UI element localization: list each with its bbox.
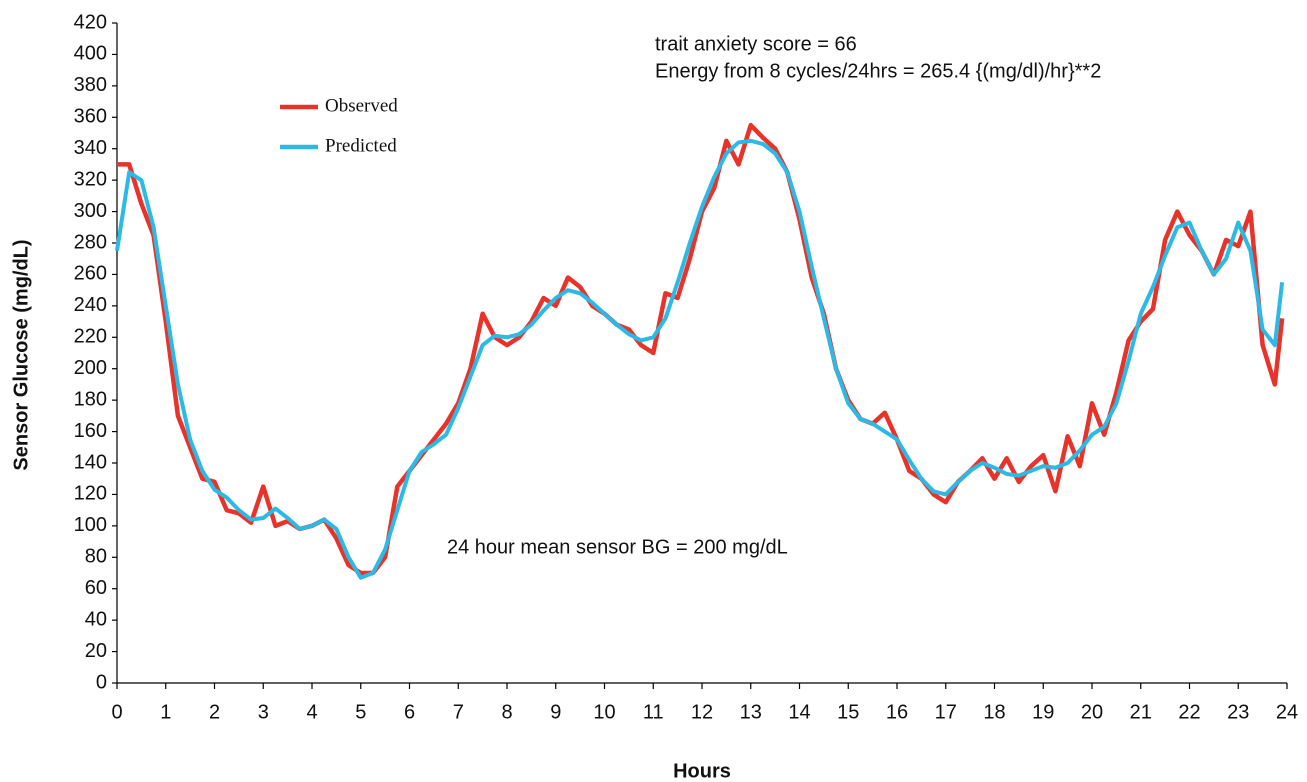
y-tick-label: 340	[74, 137, 107, 159]
y-tick-label: 160	[74, 420, 107, 442]
x-tick-label: 12	[691, 701, 713, 723]
x-tick-label: 5	[355, 701, 366, 723]
x-tick-label: 13	[740, 701, 762, 723]
y-tick-label: 100	[74, 514, 107, 536]
x-tick-label: 14	[788, 701, 810, 723]
x-tick-label: 11	[643, 701, 664, 723]
x-tick-label: 2	[209, 701, 220, 723]
y-tick-label: 280	[74, 231, 107, 253]
x-tick-label: 0	[111, 701, 122, 723]
y-tick-label: 320	[74, 168, 107, 190]
y-tick-label: 60	[85, 577, 107, 599]
y-axis-label: Sensor Glucose (mg/dL)	[10, 239, 32, 470]
series-line	[117, 122, 1285, 576]
x-tick-label: 17	[935, 701, 957, 723]
x-tick-label: 6	[404, 701, 415, 723]
y-tick-label: 120	[74, 483, 107, 505]
y-tick-label: 180	[74, 388, 107, 410]
annotation: trait anxiety score = 66	[655, 33, 857, 55]
x-tick-label: 1	[160, 701, 171, 723]
x-tick-label: 20	[1081, 701, 1103, 723]
y-tick-label: 40	[85, 608, 107, 630]
y-tick-label: 240	[74, 294, 107, 316]
x-tick-label: 8	[501, 701, 512, 723]
x-tick-label: 9	[550, 701, 561, 723]
y-tick-label: 360	[74, 106, 107, 128]
series-line	[115, 138, 1285, 580]
legend-label: Observed	[325, 95, 398, 116]
y-tick-label: 80	[85, 546, 107, 568]
y-tick-label: 220	[74, 326, 107, 348]
y-tick-label: 260	[74, 263, 107, 285]
x-axis-label: Hours	[673, 760, 731, 782]
annotation: Energy from 8 cycles/24hrs = 265.4 {(mg/…	[655, 60, 1101, 82]
y-tick-label: 420	[74, 11, 107, 33]
x-tick-label: 23	[1227, 701, 1249, 723]
y-tick-label: 380	[74, 74, 107, 96]
y-tick-label: 300	[74, 200, 107, 222]
x-tick-label: 16	[886, 701, 908, 723]
x-tick-label: 18	[983, 701, 1005, 723]
annotation: 24 hour mean sensor BG = 200 mg/dL	[447, 536, 788, 558]
x-tick-label: 4	[306, 701, 317, 723]
y-tick-label: 200	[74, 357, 107, 379]
x-tick-label: 7	[453, 701, 464, 723]
x-tick-label: 22	[1178, 701, 1200, 723]
x-tick-label: 15	[837, 701, 859, 723]
x-tick-label: 21	[1130, 701, 1152, 723]
y-tick-label: 400	[74, 43, 107, 65]
y-tick-label: 140	[74, 451, 107, 473]
x-tick-label: 3	[258, 701, 269, 723]
legend-label: Predicted	[325, 135, 397, 156]
y-tick-label: 20	[85, 640, 107, 662]
y-tick-label: 0	[96, 671, 107, 693]
x-tick-label: 10	[593, 701, 615, 723]
x-tick-label: 24	[1276, 701, 1298, 723]
x-tick-label: 19	[1032, 701, 1054, 723]
